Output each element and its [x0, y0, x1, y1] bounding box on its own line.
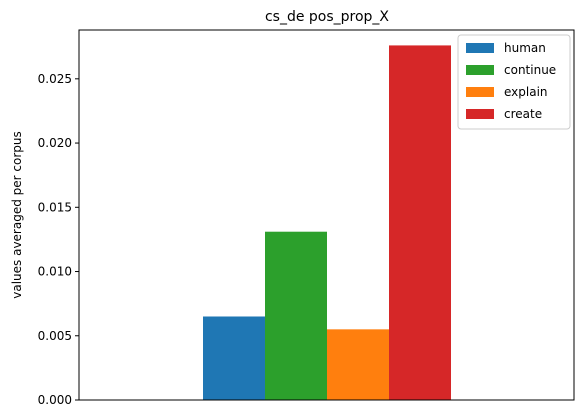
y-axis-label: values averaged per corpus — [10, 131, 24, 299]
plot-frame — [78, 29, 575, 401]
y-tick-label: 0.010 — [38, 265, 72, 279]
y-tick-label: 0.000 — [38, 393, 72, 407]
bar-create — [389, 45, 451, 401]
bar-continue — [265, 231, 327, 400]
legend-swatch-create — [466, 109, 494, 119]
legend-label-continue: continue — [504, 63, 556, 77]
y-tick-label: 0.005 — [38, 329, 72, 343]
legend-label-explain: explain — [504, 85, 548, 99]
bar-human — [203, 316, 265, 400]
y-tick-label: 0.015 — [38, 200, 72, 214]
legend-label-create: create — [504, 107, 542, 121]
y-tick-label: 0.025 — [38, 72, 72, 86]
bar-explain — [327, 329, 389, 400]
legend-label-human: human — [504, 41, 546, 55]
chart-title: cs_de pos_prop_X — [265, 9, 389, 25]
bar-group — [203, 45, 451, 401]
y-tick-label: 0.020 — [38, 136, 72, 150]
legend: human continue explain create — [457, 34, 571, 130]
legend-swatch-explain — [466, 87, 494, 97]
legend-swatch-human — [466, 43, 494, 53]
y-axis: 0.000 0.005 0.010 0.015 0.020 0.025 — [38, 72, 79, 407]
legend-swatch-continue — [466, 65, 494, 75]
legend-box — [457, 34, 571, 130]
